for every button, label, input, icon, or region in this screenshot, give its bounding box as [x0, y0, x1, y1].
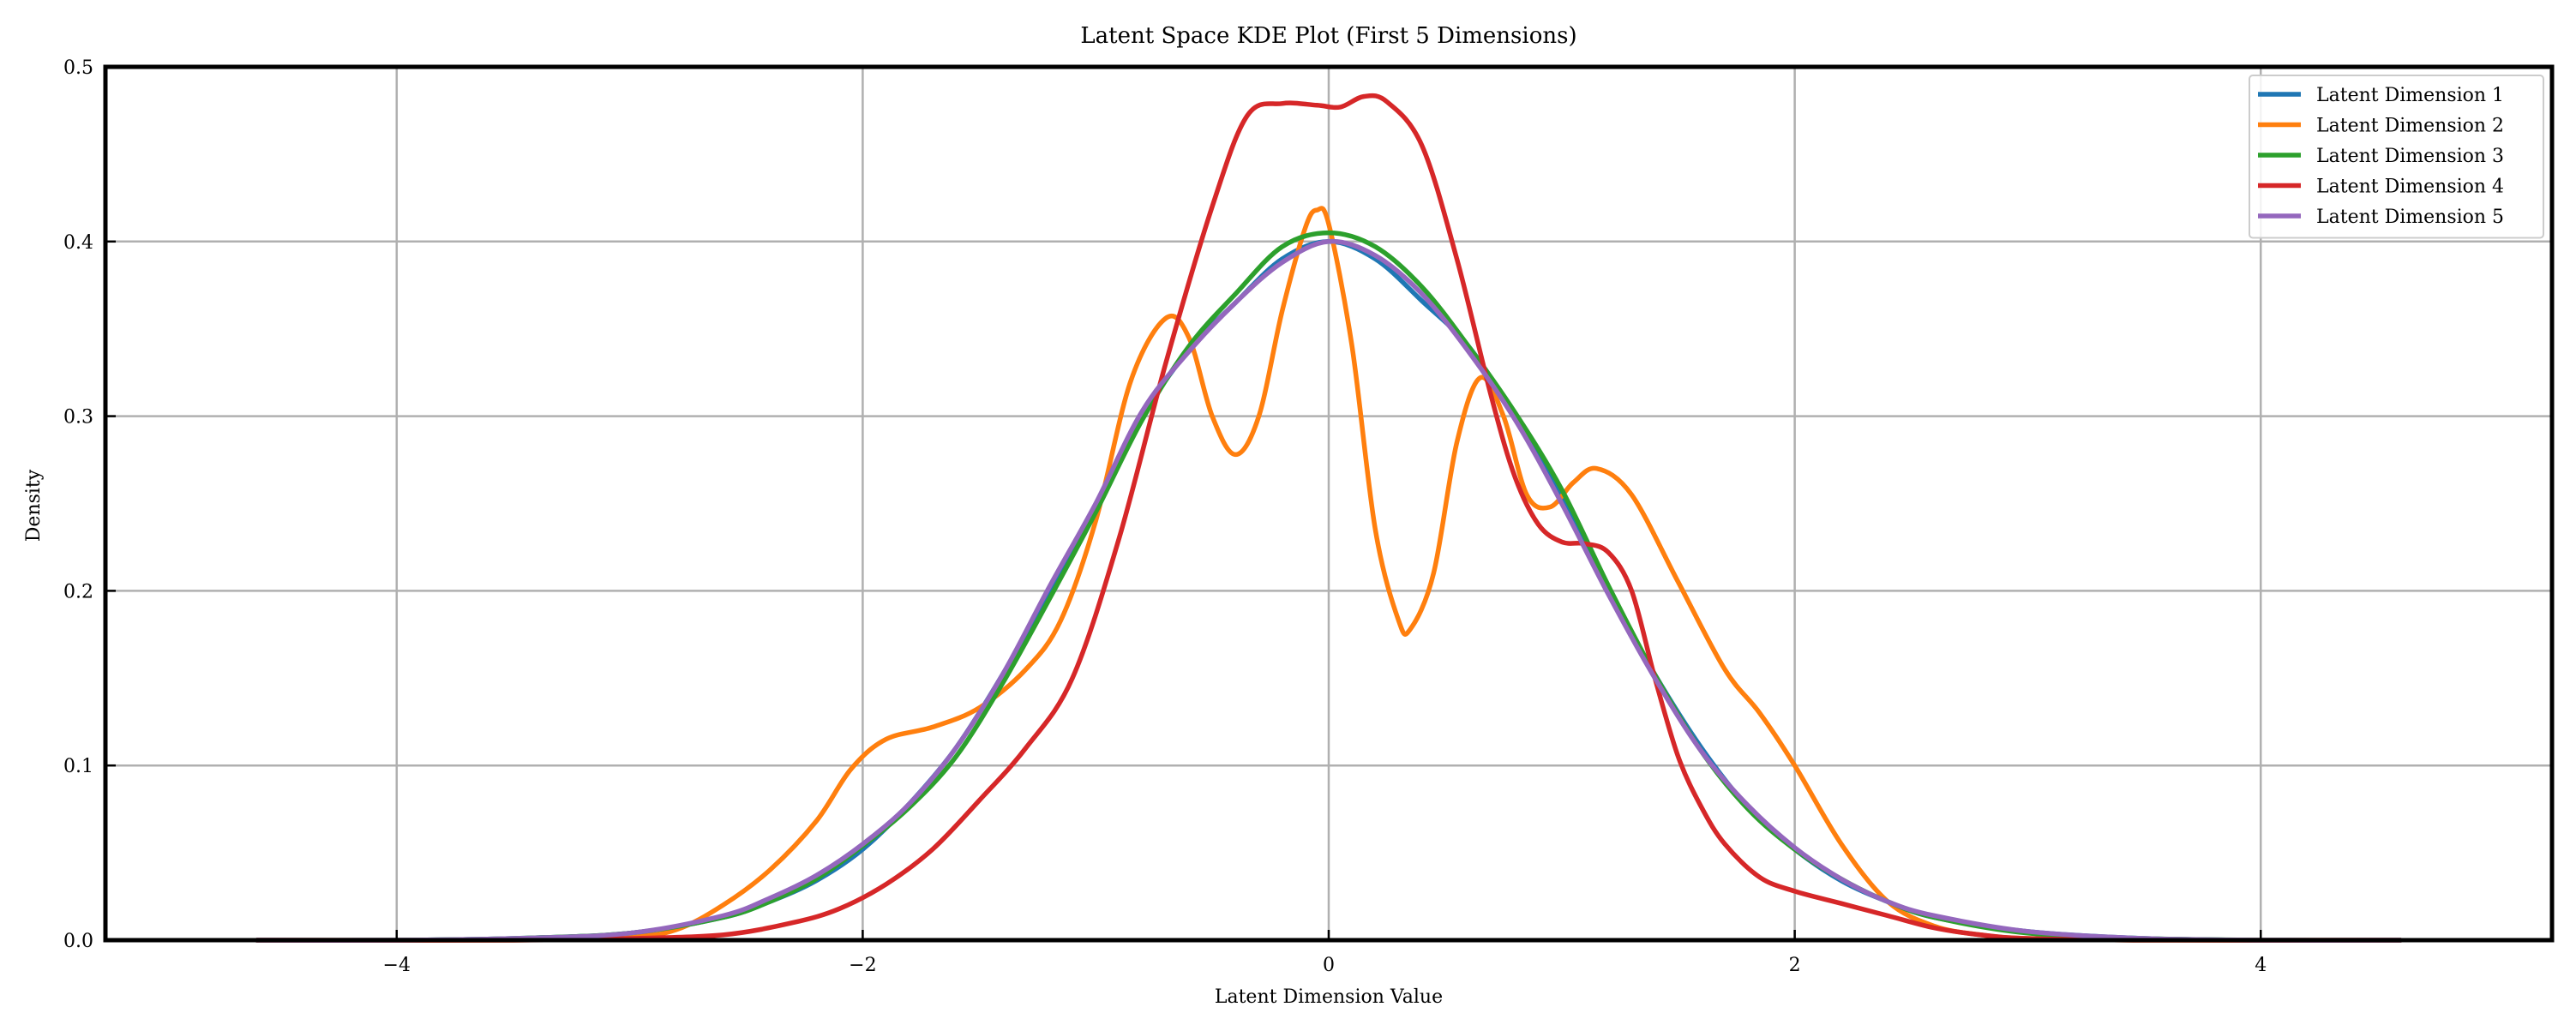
y-axis-label: Density — [23, 469, 45, 542]
series-layer — [254, 93, 2404, 944]
legend-label: Latent Dimension 1 — [2316, 85, 2504, 106]
y-tick-label: 0.0 — [63, 931, 93, 952]
legend-label: Latent Dimension 5 — [2316, 207, 2504, 228]
x-tick-label: 2 — [1789, 955, 1801, 976]
series-line-5 — [254, 238, 2404, 943]
y-tick-label: 0.4 — [63, 232, 93, 254]
legend: Latent Dimension 1 Latent Dimension 2 Late… — [2249, 75, 2544, 239]
x-tick-label: 4 — [2255, 955, 2267, 976]
legend-box — [2249, 75, 2544, 239]
legend-label: Latent Dimension 2 — [2316, 116, 2504, 137]
y-tick-label: 0.1 — [63, 756, 93, 777]
tick-layer: −4 −2 0 2 4 0.0 0.1 0.2 0.3 0.4 0.5 — [63, 57, 2267, 976]
legend-label: Latent Dimension 3 — [2316, 146, 2504, 167]
y-tick-label: 0.5 — [63, 57, 93, 79]
x-axis-label: Latent Dimension Value — [1215, 986, 1443, 1008]
x-tick-label: −4 — [383, 955, 411, 976]
series-line-4 — [254, 93, 2404, 943]
legend-label: Latent Dimension 4 — [2316, 177, 2504, 198]
series-line-2 — [254, 206, 2404, 944]
y-tick-label: 0.2 — [63, 581, 93, 602]
x-tick-label: 0 — [1323, 955, 1335, 976]
x-tick-label: −2 — [849, 955, 876, 976]
y-tick-label: 0.3 — [63, 407, 93, 429]
chart-title: Latent Space KDE Plot (First 5 Dimension… — [1080, 23, 1576, 49]
